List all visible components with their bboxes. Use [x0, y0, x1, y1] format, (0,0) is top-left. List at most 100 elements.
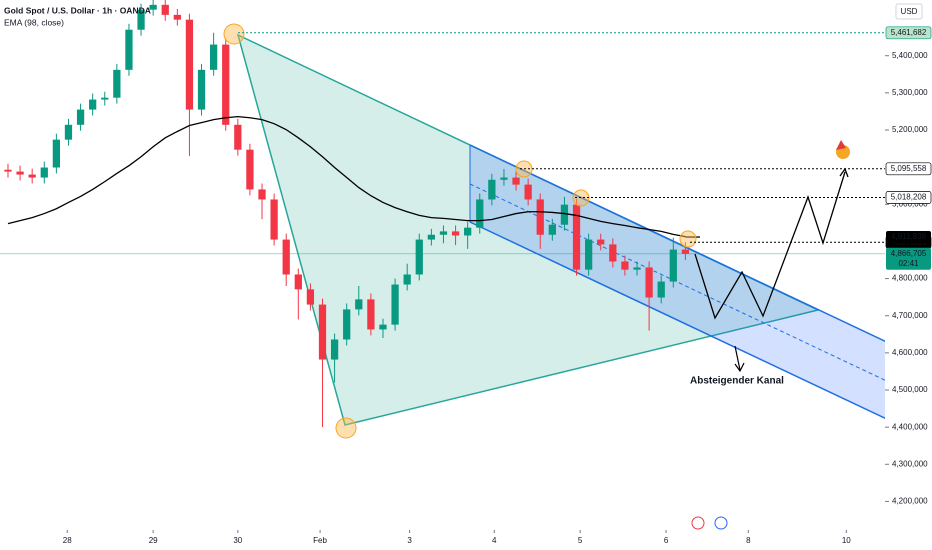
currency: USD: [901, 7, 918, 16]
currency-box: [895, 3, 923, 20]
level-label-box: [885, 162, 932, 176]
highlight-circle: [223, 23, 245, 45]
candle-body: [500, 177, 508, 180]
x-tick-label: 8: [746, 536, 751, 545]
price-axis-bg: [885, 0, 932, 550]
ema-label: 4,911,838: [891, 232, 927, 241]
x-tick-label: 29: [149, 536, 158, 545]
candle-body: [318, 304, 327, 360]
candle-body: [16, 171, 24, 175]
candle-body: [234, 124, 242, 150]
y-tick-label: 4,300,000: [892, 459, 928, 468]
candle-body: [548, 224, 556, 235]
x-tick-label: 6: [664, 536, 669, 545]
candle-body: [125, 29, 133, 70]
candle-body: [197, 69, 206, 110]
candle-body: [657, 281, 665, 298]
y-tick-label: 4,800,000: [892, 274, 928, 283]
candle-body: [210, 44, 218, 70]
x-tick-label: 4: [492, 536, 497, 545]
y-tick-label: 4,500,000: [892, 385, 928, 394]
candle-body: [101, 97, 109, 100]
candle-body: [306, 289, 315, 305]
x-tick-label: 30: [233, 536, 242, 545]
candle-body: [294, 274, 302, 290]
candle-body: [137, 9, 145, 30]
candle-body: [4, 169, 12, 172]
chart-title: Gold Spot / U.S. Dollar · 1h · OANDA: [4, 5, 151, 15]
highlight-circle: [335, 417, 357, 439]
candle-body: [609, 244, 617, 262]
candle-body: [621, 261, 629, 270]
candle-body: [391, 284, 399, 325]
candle-body: [451, 231, 460, 236]
candle-body: [52, 139, 60, 168]
time-axis-bg: [0, 530, 885, 550]
candle-body: [367, 299, 375, 330]
x-tick-label: 3: [407, 536, 412, 545]
candle-body: [633, 267, 641, 270]
candle-body: [173, 14, 181, 20]
candle-body: [185, 19, 194, 110]
candle-body: [439, 231, 448, 235]
y-tick-label: 4,400,000: [892, 422, 928, 431]
y-tick-label: 4,600,000: [892, 348, 928, 357]
candle-body: [560, 204, 569, 225]
event-icon: [714, 516, 728, 530]
candle-body: [161, 4, 169, 15]
candle-body: [403, 274, 411, 285]
level-label-box: [885, 191, 932, 204]
candle-body: [512, 177, 520, 185]
candle-body: [330, 339, 339, 360]
candle-body: [40, 167, 48, 178]
candle-body: [113, 69, 121, 98]
candle-body: [536, 199, 544, 235]
level-label: 5,461,682: [891, 28, 927, 37]
candle-body: [464, 227, 472, 236]
candle-body: [379, 324, 387, 330]
candle-body: [222, 44, 230, 125]
callout-arrowhead: [734, 362, 745, 373]
candle-body: [524, 184, 532, 200]
candle-body: [270, 199, 278, 240]
candle-body: [282, 239, 290, 275]
y-tick-label: 5,400,000: [892, 51, 928, 60]
callout-arrow: [734, 345, 741, 371]
highlight-circle: [679, 230, 697, 248]
candle-body: [355, 299, 363, 310]
candle-body: [89, 99, 97, 110]
countdown-label: 02:41: [898, 259, 919, 268]
level-label: 5,018,208: [891, 193, 927, 202]
y-tick-label: 5,300,000: [892, 88, 928, 97]
marks: [0, 0, 885, 428]
x-tick-label: Feb: [313, 536, 327, 545]
candle-body: [597, 239, 605, 245]
emoji-hat: [836, 140, 846, 150]
ema-label-box: [886, 231, 931, 244]
level-label-box: [885, 26, 932, 40]
candle-body: [645, 267, 653, 298]
indicator-name: EMA (98, close): [4, 17, 64, 27]
y-tick-label: 5,200,000: [892, 125, 928, 134]
candle-body: [149, 4, 157, 10]
candle-body: [681, 249, 690, 254]
candle-body: [28, 174, 36, 178]
x-tick-label: 10: [842, 536, 851, 545]
last-price-label: 4,866,705: [891, 249, 927, 258]
candle-body: [258, 189, 266, 200]
level-label: 5,095,558: [891, 164, 927, 173]
y-tick-label: 4,200,000: [892, 497, 928, 506]
y-tick-label: 4,700,000: [892, 311, 928, 320]
candle-body: [669, 249, 677, 282]
candle-body: [246, 149, 254, 190]
annotation-label: Absteigender Kanal: [690, 376, 784, 387]
ema-line: [7, 115, 686, 238]
candle-body: [415, 239, 423, 275]
channel-upper: [469, 144, 894, 346]
candle-body: [476, 199, 484, 228]
x-tick-label: 28: [63, 536, 72, 545]
x-tick-label: 5: [578, 536, 583, 545]
last-price-box: [886, 247, 931, 270]
candle-body: [427, 234, 435, 240]
